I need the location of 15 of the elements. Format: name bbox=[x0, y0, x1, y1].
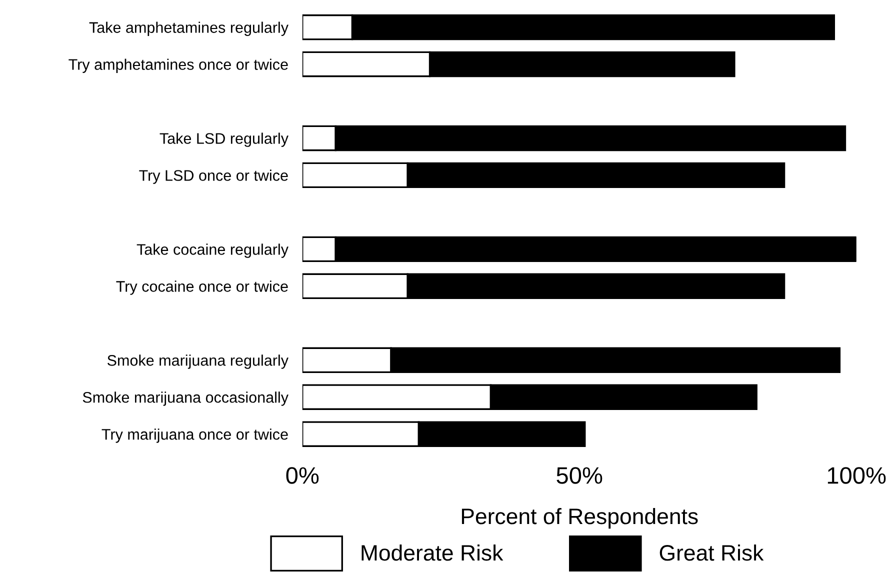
y-tick-label: Try LSD once or twice bbox=[139, 170, 288, 184]
y-tick-label: Smoke marijuana regularly bbox=[107, 354, 288, 369]
y-tick-label: Take amphetamines regularly bbox=[89, 22, 288, 36]
y-tick-label: Try amphetamines once or twice bbox=[68, 58, 288, 73]
y-tick-label: Take LSD regularly bbox=[160, 132, 288, 147]
y-tick-label: Try cocaine once or twice bbox=[116, 280, 288, 295]
x-axis-title: Percent of Respondents bbox=[462, 508, 698, 529]
y-tick-label: Smoke marijuana occasionally bbox=[82, 392, 288, 406]
legend-label: Moderate Risk bbox=[362, 544, 504, 561]
y-tick-label: Try marijuana once or twice bbox=[102, 428, 288, 443]
legend-label: Great Risk bbox=[660, 544, 764, 561]
y-tick-label: Take cocaine regularly bbox=[136, 244, 288, 258]
x-tick-label: 100% bbox=[828, 467, 886, 484]
x-tick-label: 50% bbox=[556, 467, 602, 484]
x-tick-label: 0% bbox=[286, 467, 319, 484]
